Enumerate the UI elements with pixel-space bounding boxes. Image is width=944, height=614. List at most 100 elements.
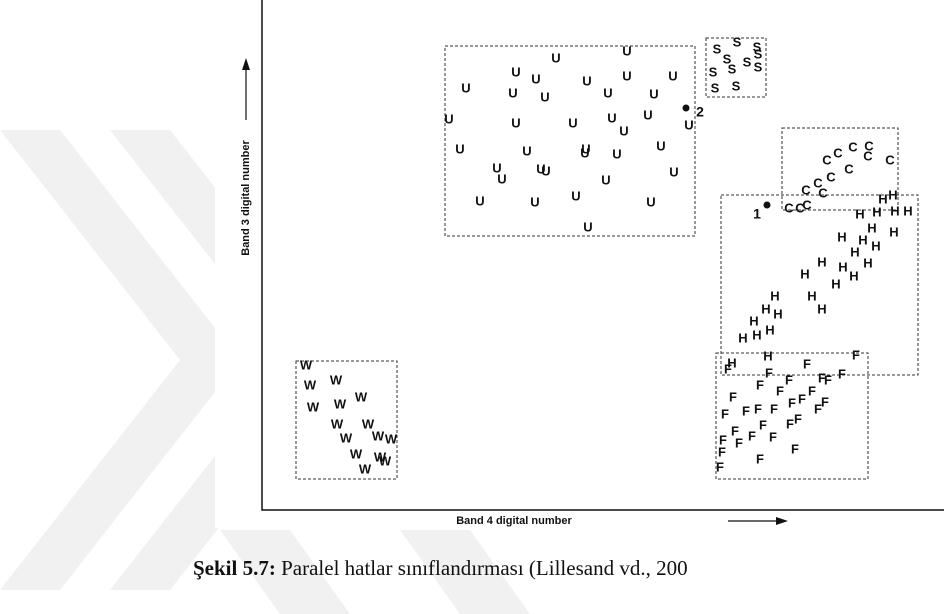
class-letter: U: [522, 143, 531, 158]
class-letter: C: [826, 169, 836, 184]
class-letter: H: [817, 301, 826, 316]
class-letter: F: [808, 383, 816, 398]
class-letter: U: [508, 85, 517, 100]
class-letter: W: [359, 461, 372, 476]
class-letter: U: [530, 194, 539, 209]
class-letter: H: [890, 203, 899, 218]
class-letter: W: [331, 416, 344, 431]
class-letter: H: [761, 301, 770, 316]
class-letter: H: [838, 259, 847, 274]
class-letter: S: [753, 39, 762, 54]
class-letter: U: [571, 188, 580, 203]
class-letter: H: [807, 288, 816, 303]
class-letter: W: [304, 377, 317, 392]
class-letter: F: [814, 401, 822, 416]
class-letter: F: [794, 411, 802, 426]
class-box: [720, 194, 919, 376]
class-letter: U: [684, 117, 693, 132]
class-letter: C: [802, 197, 812, 212]
y-axis-label: Band 3 digital number: [240, 140, 252, 256]
class-letter: C: [801, 182, 811, 197]
class-letter: W: [379, 453, 392, 468]
plot-frame: [261, 0, 944, 511]
class-letter: H: [888, 187, 897, 202]
class-letter: F: [821, 394, 829, 409]
class-letter: W: [340, 430, 353, 445]
class-letter: U: [607, 110, 616, 125]
class-letter: H: [727, 355, 736, 370]
class-letter: H: [831, 276, 840, 291]
class-letter: U: [669, 164, 678, 179]
class-letter: W: [362, 416, 375, 431]
class-letter: C: [795, 200, 805, 215]
class-letter: U: [601, 172, 610, 187]
point-dot: [763, 201, 771, 209]
class-letter: F: [716, 459, 724, 474]
watermark-stripe: [400, 530, 530, 614]
class-letter: U: [646, 194, 655, 209]
class-letter: H: [903, 203, 912, 218]
class-letter: H: [800, 266, 809, 281]
class-letter: U: [668, 68, 677, 83]
class-letter: F: [838, 366, 846, 381]
class-letter: U: [551, 50, 560, 65]
class-letter: C: [863, 148, 873, 163]
class-letter: F: [765, 365, 773, 380]
x-axis-arrowhead: [776, 517, 788, 525]
class-letter: F: [818, 370, 826, 385]
class-letter: W: [355, 389, 368, 404]
class-letter: F: [776, 383, 784, 398]
class-letter: S: [732, 78, 741, 93]
class-letter: U: [475, 193, 484, 208]
x-axis-label: Band 4 digital number: [456, 515, 572, 527]
caption-number: Şekil 5.7:: [193, 556, 276, 580]
class-letter: H: [763, 348, 772, 363]
class-letter: S: [709, 64, 718, 79]
class-letter: F: [731, 423, 739, 438]
class-letter: U: [649, 86, 658, 101]
class-letter: F: [748, 428, 756, 443]
class-letter: U: [511, 64, 520, 79]
class-letter: U: [497, 171, 506, 186]
class-letter: F: [719, 432, 727, 447]
class-box: [444, 45, 696, 237]
class-letter: U: [540, 89, 549, 104]
class-letter: U: [622, 43, 631, 58]
class-letter: H: [863, 255, 872, 270]
class-letter: W: [385, 431, 398, 446]
class-letter: U: [455, 141, 464, 156]
class-letter: H: [738, 330, 747, 345]
class-letter: C: [885, 152, 895, 167]
watermark-stripe: [220, 530, 350, 614]
class-letter: H: [867, 220, 876, 235]
class-letter: W: [300, 357, 313, 372]
class-letter: S: [711, 80, 720, 95]
point-label: 1: [753, 206, 761, 222]
class-letter: H: [871, 238, 880, 253]
class-letter: F: [756, 377, 764, 392]
class-letter: F: [770, 401, 778, 416]
class-letter: H: [773, 306, 782, 321]
class-letter: C: [813, 175, 823, 190]
class-letter: F: [729, 389, 737, 404]
class-letter: C: [784, 200, 794, 215]
class-letter: S: [754, 59, 763, 74]
caption-text: Paralel hatlar sınıflandırması (Lillesan…: [281, 556, 688, 580]
class-box: [295, 360, 398, 480]
class-letter: F: [721, 406, 729, 421]
class-letter: U: [568, 115, 577, 130]
point-dot: [682, 104, 690, 112]
y-axis-arrowhead: [242, 58, 250, 70]
class-letter: U: [492, 160, 501, 175]
class-letter: F: [742, 403, 750, 418]
class-letter: W: [350, 446, 363, 461]
class-letter: F: [735, 435, 743, 450]
class-letter: U: [643, 107, 652, 122]
class-letter: U: [603, 85, 612, 100]
class-letter: F: [788, 395, 796, 410]
class-letter: H: [889, 224, 898, 239]
class-letter: U: [583, 219, 592, 234]
caption: Şekil 5.7: Paralel hatlar sınıflandırmas…: [193, 556, 688, 581]
